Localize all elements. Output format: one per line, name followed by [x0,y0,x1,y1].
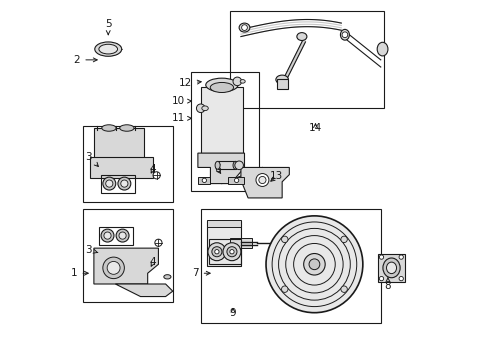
Bar [201,87,242,153]
Circle shape [258,176,265,184]
Circle shape [226,247,237,257]
Circle shape [105,180,113,187]
Circle shape [234,161,243,170]
Circle shape [340,286,346,292]
Ellipse shape [376,42,387,56]
Bar [228,177,244,184]
Bar [230,238,251,248]
Circle shape [153,172,160,179]
Text: 3: 3 [85,245,98,255]
Bar [198,177,210,184]
Circle shape [102,257,124,279]
Circle shape [202,178,206,183]
Circle shape [308,259,319,270]
Text: 10: 10 [171,96,191,106]
Circle shape [119,232,126,239]
Circle shape [211,247,222,257]
Circle shape [341,32,347,38]
Circle shape [229,249,234,254]
Text: 13: 13 [269,171,283,181]
Text: 6: 6 [214,164,221,174]
Ellipse shape [296,33,306,41]
Circle shape [223,243,241,261]
Ellipse shape [386,262,396,274]
Circle shape [281,236,287,243]
Circle shape [379,255,383,259]
Polygon shape [115,284,172,297]
Bar [230,12,384,108]
Text: 4: 4 [149,257,156,267]
Text: 8: 8 [384,278,390,291]
Ellipse shape [163,275,171,279]
Text: 5: 5 [105,19,111,35]
Polygon shape [94,248,158,284]
Circle shape [398,276,403,281]
Circle shape [121,180,128,187]
Bar [83,126,172,202]
Ellipse shape [215,161,220,169]
Circle shape [265,216,362,313]
Circle shape [207,243,225,261]
Circle shape [104,232,111,239]
Ellipse shape [240,80,244,83]
Bar [94,128,144,158]
Ellipse shape [205,78,238,92]
Circle shape [214,249,219,254]
Circle shape [234,178,238,183]
Circle shape [233,77,241,86]
Text: 12: 12 [178,78,201,88]
Bar [377,253,404,282]
Circle shape [281,286,287,292]
Text: 4: 4 [149,164,156,174]
Circle shape [102,177,116,190]
Text: 11: 11 [171,113,191,123]
Bar [83,209,172,302]
Ellipse shape [340,30,349,40]
Circle shape [340,236,346,243]
Bar [217,161,235,169]
Text: 1: 1 [71,268,88,278]
Text: 3: 3 [85,152,98,166]
Bar [206,221,241,266]
Ellipse shape [120,125,134,131]
Ellipse shape [239,23,249,32]
Polygon shape [241,167,289,198]
Bar [201,209,380,323]
Ellipse shape [99,44,117,54]
Ellipse shape [233,161,238,169]
Bar [206,220,241,226]
Circle shape [255,174,268,186]
Circle shape [241,25,247,31]
Circle shape [379,276,383,281]
Circle shape [101,229,114,242]
Bar [90,157,153,178]
Ellipse shape [275,75,288,84]
Text: 9: 9 [229,308,236,318]
Ellipse shape [202,106,208,111]
Circle shape [107,261,120,274]
Bar [190,72,258,191]
Bar [208,239,241,264]
Circle shape [303,253,325,275]
Circle shape [116,229,129,242]
Circle shape [398,255,403,259]
Circle shape [155,239,162,246]
Ellipse shape [95,42,122,56]
Circle shape [196,104,204,113]
Polygon shape [198,153,244,184]
Ellipse shape [210,82,233,93]
Ellipse shape [102,125,116,131]
Bar [99,226,133,244]
Bar [101,175,135,193]
Circle shape [118,177,131,190]
Text: 2: 2 [74,55,97,65]
Text: 14: 14 [308,123,322,133]
Text: 7: 7 [192,268,210,278]
Bar [276,78,287,89]
Ellipse shape [382,258,399,278]
